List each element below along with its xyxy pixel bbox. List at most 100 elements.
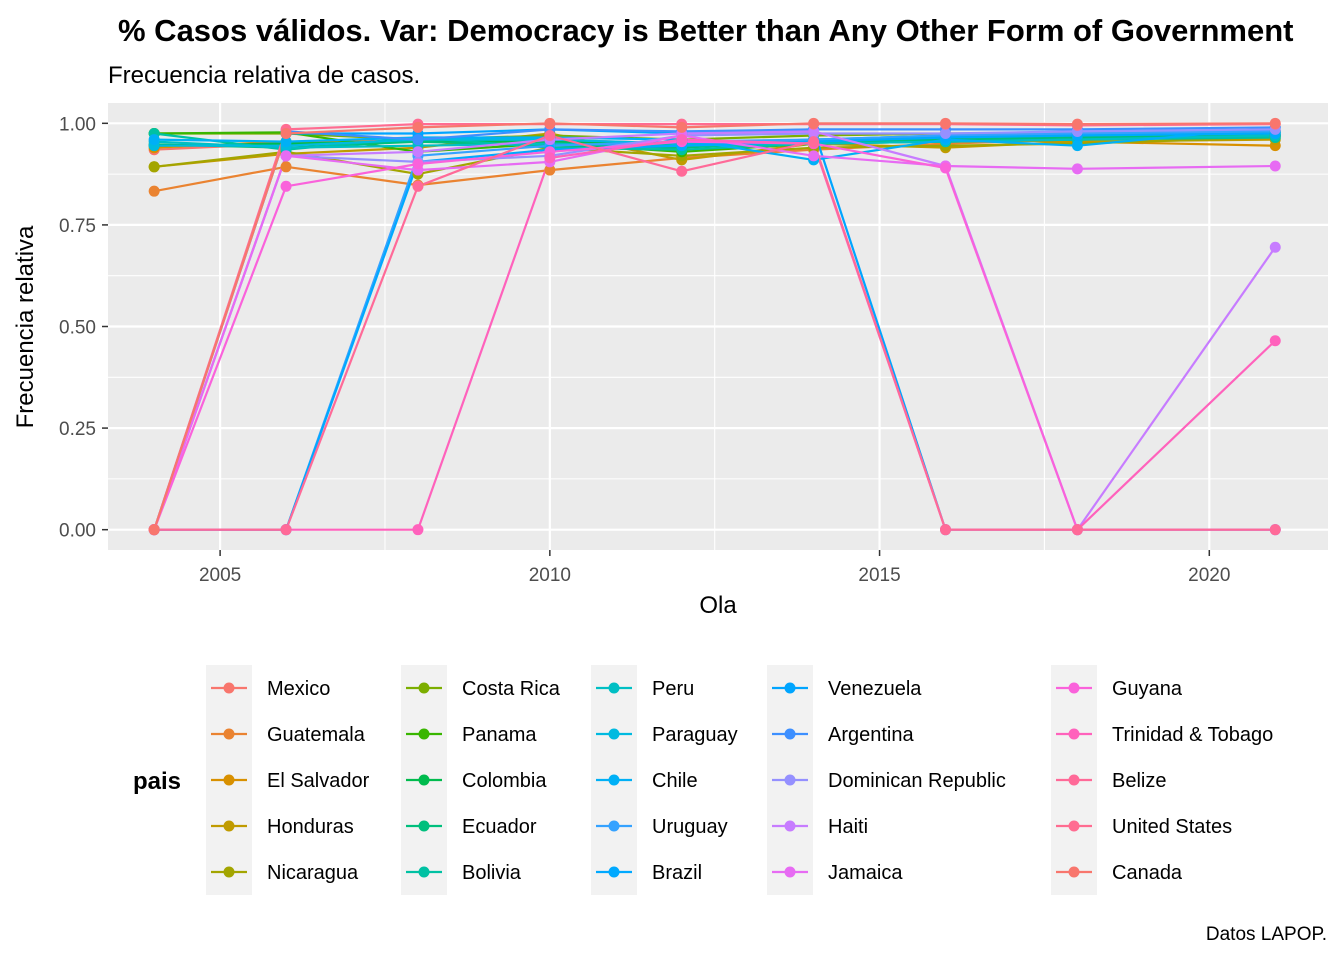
series-point bbox=[280, 180, 292, 192]
legend-label: Belize bbox=[1112, 770, 1166, 792]
series-point bbox=[676, 165, 688, 177]
legend-label: Costa Rica bbox=[462, 678, 561, 700]
series-point bbox=[1071, 118, 1083, 130]
series-point bbox=[1269, 117, 1281, 129]
legend-label: Trinidad & Tobago bbox=[1112, 724, 1273, 746]
legend-key-point bbox=[608, 820, 620, 832]
series-point bbox=[1071, 163, 1083, 175]
legend-label: Guatemala bbox=[267, 724, 366, 746]
x-tick-label: 2020 bbox=[1188, 565, 1230, 586]
legend-label: Paraguay bbox=[652, 724, 738, 746]
y-axis-title: Frecuencia relativa bbox=[12, 225, 39, 428]
legend-key-point bbox=[1068, 682, 1080, 694]
legend: Mexico Guatemala El Salvador Honduras Nicara… bbox=[206, 665, 1273, 895]
legend-label: Jamaica bbox=[828, 862, 903, 884]
series-point bbox=[412, 121, 424, 133]
series-point bbox=[940, 127, 952, 139]
series-point bbox=[148, 161, 160, 173]
series-point bbox=[280, 524, 292, 536]
legend-key-point bbox=[784, 866, 796, 878]
chart-title: % Casos válidos. Var: Democracy is Bette… bbox=[118, 13, 1293, 48]
legend-key-point bbox=[608, 682, 620, 694]
chart-subtitle: Frecuencia relativa de casos. bbox=[108, 62, 420, 89]
legend-label: El Salvador bbox=[267, 770, 370, 792]
legend-label: Brazil bbox=[652, 862, 702, 884]
series-point bbox=[544, 117, 556, 129]
y-tick-label: 0.50 bbox=[59, 318, 96, 339]
series-point bbox=[1269, 241, 1281, 253]
legend-label: Bolivia bbox=[462, 862, 522, 884]
legend-label: Venezuela bbox=[828, 678, 922, 700]
series-point bbox=[544, 164, 556, 176]
series-point bbox=[1269, 335, 1281, 347]
x-axis-title: Ola bbox=[699, 592, 737, 619]
legend-key-point bbox=[784, 774, 796, 786]
legend-key-point bbox=[784, 682, 796, 694]
series-point bbox=[1269, 160, 1281, 172]
legend-label: Uruguay bbox=[652, 816, 728, 838]
series-point bbox=[1269, 524, 1281, 536]
series-point bbox=[280, 136, 292, 148]
y-tick-label: 0.25 bbox=[59, 419, 96, 440]
legend-key-point bbox=[1068, 866, 1080, 878]
legend-label: Panama bbox=[462, 724, 537, 746]
series-point bbox=[280, 127, 292, 139]
series-point bbox=[412, 134, 424, 146]
legend-key-point bbox=[418, 774, 430, 786]
x-tick-label: 2015 bbox=[858, 565, 900, 586]
legend-label: Canada bbox=[1112, 862, 1183, 884]
legend-label: Ecuador bbox=[462, 816, 537, 838]
legend-key-point bbox=[608, 866, 620, 878]
legend-key-point bbox=[418, 728, 430, 740]
series-point bbox=[544, 130, 556, 142]
series-point bbox=[544, 152, 556, 164]
legend-label: Honduras bbox=[267, 816, 354, 838]
legend-label: Peru bbox=[652, 678, 694, 700]
series-point bbox=[148, 524, 160, 536]
legend-label: Chile bbox=[652, 770, 698, 792]
legend-key-point bbox=[223, 728, 235, 740]
legend-label: Nicaragua bbox=[267, 862, 359, 884]
x-tick-label: 2010 bbox=[529, 565, 571, 586]
series-point bbox=[940, 117, 952, 129]
series-point bbox=[808, 136, 820, 148]
legend-key-point bbox=[1068, 774, 1080, 786]
x-axis-ticks: 2005 2010 2015 2020 bbox=[199, 550, 1230, 586]
series-point bbox=[1071, 140, 1083, 152]
legend-key-point bbox=[1068, 820, 1080, 832]
series-point bbox=[940, 162, 952, 174]
y-tick-label: 1.00 bbox=[59, 114, 96, 135]
legend-key-point bbox=[418, 682, 430, 694]
x-tick-label: 2005 bbox=[199, 565, 241, 586]
series-point bbox=[280, 150, 292, 162]
legend-label: Haiti bbox=[828, 816, 868, 838]
legend-label: Mexico bbox=[267, 678, 330, 700]
y-tick-label: 0.75 bbox=[59, 216, 96, 237]
series-point bbox=[676, 134, 688, 146]
series-point bbox=[808, 150, 820, 162]
series-point bbox=[148, 185, 160, 197]
series-point bbox=[412, 158, 424, 170]
y-tick-label: 0.00 bbox=[59, 521, 96, 542]
legend-key-point bbox=[608, 728, 620, 740]
legend-key-point bbox=[223, 682, 235, 694]
legend-key-point bbox=[608, 774, 620, 786]
series-point bbox=[412, 180, 424, 192]
legend-label: Dominican Republic bbox=[828, 770, 1006, 792]
series-point bbox=[280, 161, 292, 173]
series-point bbox=[940, 524, 952, 536]
legend-key-point bbox=[418, 820, 430, 832]
legend-label: Colombia bbox=[462, 770, 547, 792]
legend-title: pais bbox=[133, 768, 181, 795]
series-point bbox=[148, 134, 160, 146]
y-axis-ticks: 0.00 0.25 0.50 0.75 1.00 bbox=[59, 114, 108, 542]
legend-label: United States bbox=[1112, 816, 1232, 838]
legend-key-point bbox=[784, 820, 796, 832]
legend-key-point bbox=[223, 820, 235, 832]
legend-key-point bbox=[784, 728, 796, 740]
legend-label: Argentina bbox=[828, 724, 914, 746]
legend-key-point bbox=[1068, 728, 1080, 740]
legend-key-point bbox=[223, 774, 235, 786]
series-point bbox=[1071, 524, 1083, 536]
